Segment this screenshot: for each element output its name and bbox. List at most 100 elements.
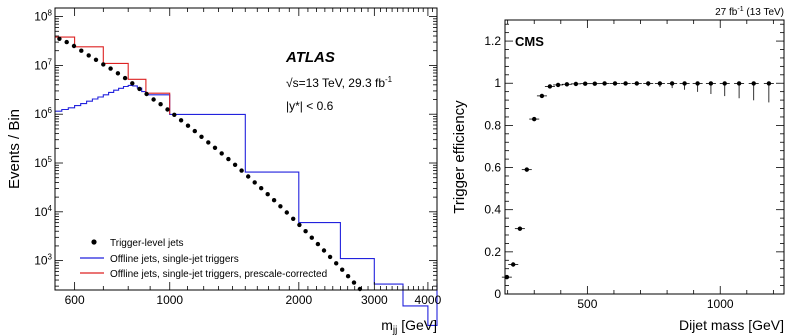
trigger-level-data-point xyxy=(122,75,128,81)
trigger-level-data-point xyxy=(259,186,264,191)
trigger-level-data-point xyxy=(108,66,113,71)
trigger-level-data-point xyxy=(284,210,289,215)
trigger-level-data-point xyxy=(79,48,84,53)
trigger-level-data-point xyxy=(57,36,62,41)
x-tick-label: 2000 xyxy=(285,293,312,307)
cms-trigger-efficiency-panel: 0 0.2 0.4 0.6 0.8 1 1.2 500 1000 CMS 27 fb-1 (1… xyxy=(451,6,785,333)
trigger-level-data-point xyxy=(345,274,351,279)
cms-x-axis-ticks: 500 1000 xyxy=(507,20,774,311)
atlas-legend: Trigger-level jets Offline jets, single-… xyxy=(80,238,327,280)
atlas-mass-spectrum-panel: 103 104 105 106 107 108 600 1000 2000 3000 4000 A… xyxy=(6,7,442,336)
y-tick-label: 0.4 xyxy=(484,203,501,217)
y-tick-label: 103 xyxy=(34,253,52,268)
x-tick-label: 3000 xyxy=(361,293,388,307)
efficiency-data-point xyxy=(634,81,639,86)
cms-x-axis-label: Dijet mass [GeV] xyxy=(679,317,784,333)
efficiency-data-point xyxy=(751,81,756,86)
trigger-level-data-point xyxy=(334,261,339,266)
trigger-level-data-point xyxy=(71,43,77,49)
x-tick-label: 1000 xyxy=(156,293,183,307)
trigger-level-data-point xyxy=(192,128,197,134)
efficiency-data-point xyxy=(646,81,651,86)
efficiency-data-point xyxy=(583,81,588,86)
trigger-level-data-point xyxy=(130,81,135,86)
trigger-level-data-point xyxy=(144,91,149,97)
atlas-x-axis-label: mjj [GeV] xyxy=(381,317,437,336)
y-tick-label: 104 xyxy=(34,204,52,219)
atlas-cut-label: |y*| < 0.6 xyxy=(286,99,334,113)
efficiency-data-point xyxy=(592,81,597,86)
trigger-level-data-point xyxy=(86,53,91,58)
efficiency-data-point xyxy=(682,81,687,86)
x-tick-label: 600 xyxy=(65,293,85,307)
atlas-x-axis-ticks: 600 1000 2000 3000 4000 xyxy=(65,8,442,307)
y-tick-label: 0 xyxy=(494,287,501,301)
x-tick-label: 4000 xyxy=(415,293,442,307)
cms-y-axis-ticks: 0 0.2 0.4 0.6 0.8 1 1.2 xyxy=(484,23,784,301)
trigger-level-data-point xyxy=(278,204,283,209)
efficiency-data-point xyxy=(669,81,675,86)
trigger-level-data-point xyxy=(303,229,308,234)
legend-label-offline: Offline jets, single-jet triggers xyxy=(110,254,239,265)
cms-series-group xyxy=(501,81,774,280)
x-tick-label: 500 xyxy=(577,297,597,311)
trigger-level-data-point xyxy=(265,192,270,197)
y-tick-label: 1 xyxy=(494,76,501,90)
trigger-level-data-point xyxy=(64,39,69,45)
x-tick-label: 1000 xyxy=(707,297,734,311)
cms-plot-frame xyxy=(504,19,785,295)
trigger-level-data-point xyxy=(93,57,99,62)
efficiency-data-point xyxy=(695,81,700,86)
trigger-level-data-point xyxy=(226,156,231,162)
efficiency-data-point xyxy=(657,81,663,86)
trigger-level-data-point xyxy=(246,174,251,179)
efficiency-data-point xyxy=(511,262,516,267)
trigger-level-data-point xyxy=(178,118,184,123)
efficiency-data-point xyxy=(766,81,772,86)
efficiency-data-point xyxy=(555,82,561,88)
trigger-level-data-point xyxy=(165,107,170,112)
trigger-level-data-point xyxy=(115,71,121,76)
trigger-level-data-point xyxy=(309,235,314,240)
trigger-level-data-point xyxy=(185,123,191,128)
trigger-level-data-point xyxy=(297,222,302,228)
trigger-level-data-point xyxy=(271,198,277,203)
atlas-series-group xyxy=(55,36,438,326)
trigger-level-data-point xyxy=(172,112,177,118)
efficiency-data-point xyxy=(623,81,628,86)
efficiency-data-point xyxy=(708,81,714,86)
efficiency-data-point xyxy=(612,81,618,86)
y-tick-label: 108 xyxy=(34,9,52,24)
atlas-energy-lumi-label: √s=13 TeV, 29.3 fb-1 xyxy=(286,75,393,90)
atlas-y-axis-label: Events / Bin xyxy=(6,109,23,189)
atlas-plot-frame xyxy=(54,7,438,291)
trigger-level-data-point xyxy=(327,254,333,260)
efficiency-data-point xyxy=(722,81,727,86)
offline-jets-series-line xyxy=(55,84,438,326)
efficiency-data-point xyxy=(547,84,553,89)
trigger-level-data-point xyxy=(137,86,142,92)
cms-lumi-label: 27 fb-1 (13 TeV) xyxy=(715,6,784,18)
efficiency-data-point xyxy=(573,81,579,87)
trigger-level-data-point xyxy=(199,134,204,139)
efficiency-data-point xyxy=(532,116,537,122)
trigger-level-data-point xyxy=(219,151,224,156)
trigger-level-data-point xyxy=(252,180,257,185)
y-tick-label: 0.6 xyxy=(484,161,501,175)
cms-y-axis-label: Trigger efficiency xyxy=(451,100,468,214)
trigger-level-data-point xyxy=(315,241,321,247)
trigger-level-data-point xyxy=(212,145,218,150)
atlas-y-axis-ticks: 103 104 105 106 107 108 xyxy=(34,9,437,287)
legend-marker-trigger-level xyxy=(91,239,97,245)
cms-experiment-label: CMS xyxy=(515,34,544,49)
y-tick-label: 105 xyxy=(34,155,52,170)
legend-label-prescale-corrected: Offline jets, single-jet triggers, presc… xyxy=(110,269,327,280)
legend-label-trigger-level: Trigger-level jets xyxy=(110,238,184,249)
prescale-corrected-series-line xyxy=(55,36,171,115)
trigger-level-data-point xyxy=(158,102,163,107)
trigger-level-data-point xyxy=(232,162,238,167)
efficiency-data-point xyxy=(539,93,545,99)
y-tick-label: 106 xyxy=(34,106,52,121)
y-tick-label: 0.8 xyxy=(484,118,501,132)
